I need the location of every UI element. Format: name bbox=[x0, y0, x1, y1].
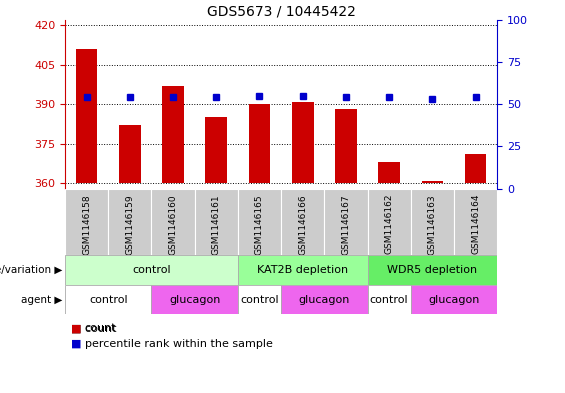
Text: GSM1146159: GSM1146159 bbox=[125, 194, 134, 255]
Bar bbox=[238, 189, 281, 255]
Text: WDR5 depletion: WDR5 depletion bbox=[387, 265, 477, 275]
Text: GSM1146158: GSM1146158 bbox=[82, 194, 91, 255]
Bar bbox=[324, 189, 368, 255]
Bar bbox=[421, 181, 443, 184]
Bar bbox=[292, 101, 314, 184]
Text: glucagon: glucagon bbox=[299, 295, 350, 305]
Bar bbox=[194, 189, 238, 255]
Bar bbox=[335, 109, 357, 184]
Bar bbox=[379, 162, 400, 184]
Bar bbox=[162, 86, 184, 184]
Text: glucagon: glucagon bbox=[428, 295, 480, 305]
Bar bbox=[411, 285, 497, 314]
Bar bbox=[119, 125, 141, 184]
Text: ■: ■ bbox=[71, 323, 81, 333]
Text: GSM1146163: GSM1146163 bbox=[428, 194, 437, 255]
Bar bbox=[367, 285, 411, 314]
Bar bbox=[281, 285, 367, 314]
Bar bbox=[65, 255, 238, 285]
Text: GSM1146164: GSM1146164 bbox=[471, 194, 480, 255]
Bar bbox=[238, 255, 368, 285]
Bar bbox=[65, 285, 151, 314]
Bar bbox=[454, 189, 497, 255]
Text: GSM1146166: GSM1146166 bbox=[298, 194, 307, 255]
Bar bbox=[411, 189, 454, 255]
Text: agent ▶: agent ▶ bbox=[21, 295, 62, 305]
Text: GSM1146165: GSM1146165 bbox=[255, 194, 264, 255]
Text: count: count bbox=[85, 323, 116, 333]
Bar bbox=[151, 285, 238, 314]
Bar bbox=[206, 118, 227, 184]
Text: GSM1146161: GSM1146161 bbox=[212, 194, 221, 255]
Bar bbox=[281, 189, 324, 255]
Text: control: control bbox=[89, 295, 128, 305]
Bar bbox=[249, 104, 270, 184]
Bar bbox=[65, 189, 108, 255]
Text: GSM1146167: GSM1146167 bbox=[341, 194, 350, 255]
Text: control: control bbox=[370, 295, 408, 305]
Bar bbox=[465, 154, 486, 184]
Text: glucagon: glucagon bbox=[169, 295, 220, 305]
Bar bbox=[238, 285, 281, 314]
Text: percentile rank within the sample: percentile rank within the sample bbox=[85, 339, 273, 349]
Bar bbox=[367, 189, 411, 255]
Title: GDS5673 / 10445422: GDS5673 / 10445422 bbox=[207, 4, 355, 18]
Text: GSM1146160: GSM1146160 bbox=[168, 194, 177, 255]
Bar bbox=[367, 255, 497, 285]
Text: ■ count: ■ count bbox=[71, 323, 116, 333]
Text: ■: ■ bbox=[71, 339, 81, 349]
Text: KAT2B depletion: KAT2B depletion bbox=[257, 265, 348, 275]
Text: control: control bbox=[240, 295, 279, 305]
Bar bbox=[108, 189, 151, 255]
Bar bbox=[151, 189, 194, 255]
Text: control: control bbox=[132, 265, 171, 275]
Text: genotype/variation ▶: genotype/variation ▶ bbox=[0, 265, 62, 275]
Text: GSM1146162: GSM1146162 bbox=[385, 194, 394, 255]
Bar bbox=[76, 49, 97, 184]
